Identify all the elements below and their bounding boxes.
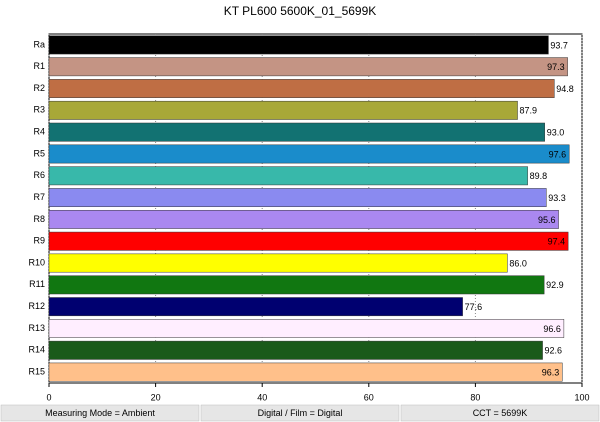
value-label: 96.3 xyxy=(542,367,560,377)
y-tick-label: Ra xyxy=(33,39,45,49)
footer-text: CCT = 5699K xyxy=(473,408,528,418)
footer-cell xyxy=(0,404,200,422)
value-label: 93.7 xyxy=(550,40,568,50)
footer-text: Digital / Film = Digital xyxy=(258,408,343,418)
value-label: 87.9 xyxy=(520,106,538,116)
y-tick-label: R14 xyxy=(28,345,45,355)
value-label: 92.6 xyxy=(545,346,563,356)
y-tick-label: R2 xyxy=(33,83,45,93)
y-tick-label: R10 xyxy=(28,257,45,267)
y-tick-label: R9 xyxy=(33,236,45,246)
y-tick-label: R6 xyxy=(33,170,45,180)
x-tick-label: 80 xyxy=(470,392,480,402)
bar xyxy=(48,231,569,251)
y-tick-label: R15 xyxy=(28,366,45,376)
y-tick-label: R12 xyxy=(28,301,45,311)
bar xyxy=(48,122,545,142)
value-label: 86.0 xyxy=(509,258,527,268)
bar xyxy=(48,188,547,208)
value-label: 92.9 xyxy=(546,280,564,290)
bar xyxy=(48,144,570,164)
footer-cell xyxy=(200,404,400,422)
bar xyxy=(48,362,563,382)
bar xyxy=(48,319,565,338)
x-tick-label: 20 xyxy=(151,392,161,402)
bar xyxy=(48,275,545,295)
y-tick-label: R8 xyxy=(33,214,45,224)
bar xyxy=(48,35,549,55)
y-tick-label: R5 xyxy=(33,148,45,158)
value-label: 94.8 xyxy=(556,84,574,94)
y-tick-label: R13 xyxy=(28,323,45,333)
y-tick-label: R4 xyxy=(33,127,45,137)
bar xyxy=(48,166,528,186)
y-tick-label: R1 xyxy=(33,61,45,71)
footer-text: Measuring Mode = Ambient xyxy=(45,408,155,418)
y-tick-label: R7 xyxy=(33,192,45,202)
bar xyxy=(48,297,463,317)
value-label: 97.6 xyxy=(549,149,567,159)
x-tick-label: 40 xyxy=(257,392,267,402)
value-label: 95.6 xyxy=(538,215,556,225)
bar xyxy=(48,253,508,273)
y-tick-label: R11 xyxy=(29,279,45,289)
bar xyxy=(48,100,518,120)
value-label: 97.4 xyxy=(548,237,566,247)
value-label: 93.3 xyxy=(548,193,566,203)
value-label: 77.6 xyxy=(465,302,483,312)
x-tick-label: 100 xyxy=(574,392,589,402)
y-tick-label: R3 xyxy=(33,105,45,115)
chart-title: KT PL600 5600K_01_5699K xyxy=(224,4,377,18)
value-label: 89.8 xyxy=(530,171,548,181)
footer-cell xyxy=(400,404,600,422)
bar xyxy=(48,57,568,77)
value-label: 93.0 xyxy=(547,128,565,138)
bar xyxy=(48,79,555,98)
bar xyxy=(48,340,543,360)
value-label: 97.3 xyxy=(547,62,565,72)
x-tick-label: 0 xyxy=(46,392,51,402)
value-label: 96.6 xyxy=(543,324,561,334)
x-tick-label: 60 xyxy=(364,392,374,402)
bar xyxy=(48,209,559,229)
